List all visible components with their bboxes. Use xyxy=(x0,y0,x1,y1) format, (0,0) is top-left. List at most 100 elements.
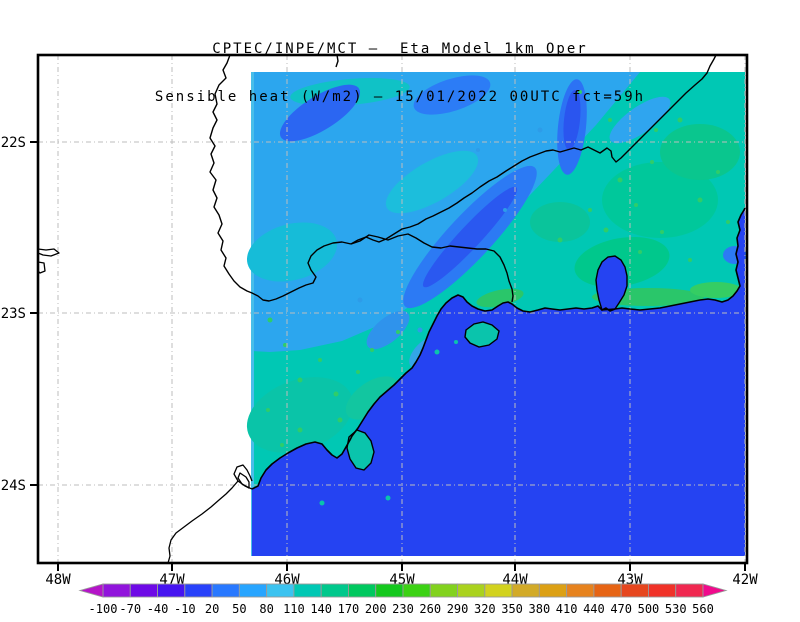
colorbar-segment xyxy=(675,583,704,598)
heat-field-patch xyxy=(279,84,361,142)
heat-field-speckle xyxy=(688,258,692,262)
colorbar-segment xyxy=(266,583,295,598)
colorbar-segment xyxy=(511,583,540,598)
heat-field-speckle xyxy=(677,117,683,123)
colorbar-segment xyxy=(375,583,404,598)
colorbar-label: 320 xyxy=(474,602,496,616)
colorbar-label: 410 xyxy=(556,602,578,616)
colorbar-segment xyxy=(320,583,349,598)
plot-title: CPTEC/INPE/MCT – Eta Model 1km Oper xyxy=(212,41,588,57)
colorbar-label: 140 xyxy=(310,602,332,616)
lat-tick-label: 24S xyxy=(1,478,26,494)
colorbar-label: 170 xyxy=(338,602,360,616)
colorbar-label: -40 xyxy=(147,602,169,616)
colorbar-segment xyxy=(457,583,486,598)
heat-field-speckle xyxy=(356,370,360,374)
heat-field-speckle xyxy=(318,358,322,362)
heat-field-speckle xyxy=(267,317,273,323)
heat-field-patch xyxy=(660,124,740,180)
heat-field-speckle xyxy=(337,417,343,423)
islet-dot xyxy=(319,500,325,506)
heat-field-patch xyxy=(385,150,479,214)
heat-field-speckle xyxy=(603,227,609,233)
heat-field-patch xyxy=(563,90,581,150)
heat-field-patch xyxy=(366,310,410,350)
colorbar-segment xyxy=(293,583,322,598)
colorbar-label: -70 xyxy=(119,602,141,616)
lat-tick-label: 23S xyxy=(1,306,26,322)
heat-field-speckle xyxy=(537,127,543,133)
heat-field-speckle xyxy=(503,208,507,212)
colorbar-segment xyxy=(429,583,458,598)
heat-field-speckle xyxy=(697,197,703,203)
colorbar-segment xyxy=(157,583,186,598)
plot-subtitle: Sensible heat (W/m2) – 15/01/2022 00UTC … xyxy=(154,89,646,105)
heat-field-speckle xyxy=(578,90,582,94)
heat-field-speckle xyxy=(357,297,363,303)
heat-field-speckle xyxy=(660,230,664,234)
colorbar-segment xyxy=(102,583,131,598)
heat-field-speckle xyxy=(588,208,592,212)
colorbar-label: 50 xyxy=(232,602,246,616)
heat-field-speckle xyxy=(726,220,730,224)
colorbar-segment xyxy=(538,583,568,598)
heat-field-speckle xyxy=(617,177,623,183)
colorbar-label: 440 xyxy=(583,602,605,616)
heat-field-speckle xyxy=(634,203,638,207)
colorbar-label: 500 xyxy=(638,602,660,616)
colorbar-segment xyxy=(593,583,622,598)
heat-field-patch xyxy=(246,222,338,282)
colorbar-label: -100 xyxy=(89,602,118,616)
colorbar-segment xyxy=(566,583,595,598)
heat-field-patch xyxy=(476,288,524,308)
heat-field-speckle xyxy=(266,408,270,412)
lat-tick-label: 22S xyxy=(1,135,26,151)
heat-field-speckle xyxy=(557,237,563,243)
heat-field-patch xyxy=(690,282,742,298)
heat-field-speckle xyxy=(280,443,284,447)
coastline-detail xyxy=(167,480,239,564)
state-border-line xyxy=(209,54,352,302)
colorbar-label: 230 xyxy=(392,602,414,616)
coastline-path xyxy=(251,207,746,490)
heat-field-speckle xyxy=(396,330,400,334)
colorbar-segment xyxy=(211,583,240,598)
colorbar-label: 560 xyxy=(692,602,714,616)
colorbar-label: 290 xyxy=(447,602,469,616)
heat-field-speckle xyxy=(608,118,612,122)
lon-tick-label: 42W xyxy=(732,572,758,588)
colorbar-label: -10 xyxy=(174,602,196,616)
colorbar-segment xyxy=(184,583,213,598)
coastline-detail xyxy=(37,261,46,274)
heat-field-patch xyxy=(345,376,399,420)
heat-field-speckle xyxy=(638,250,642,254)
heat-field-speckle xyxy=(283,343,287,347)
colorbar-label: 80 xyxy=(259,602,273,616)
colorbar-segment xyxy=(648,583,677,598)
state-border-line xyxy=(350,54,717,245)
colorbar-segment xyxy=(402,583,431,598)
heat-field-speckle xyxy=(654,128,658,132)
colorbar-label: 530 xyxy=(665,602,687,616)
ocean-fill xyxy=(252,208,745,556)
heat-field-speckle xyxy=(370,348,374,352)
coastline-detail xyxy=(237,472,250,489)
guanabara-bay xyxy=(595,255,628,311)
heat-field-speckle xyxy=(333,391,339,397)
colorbar-label: 380 xyxy=(529,602,551,616)
colorbar-label: 350 xyxy=(501,602,523,616)
heat-field-patch xyxy=(530,202,590,242)
heat-field-speckle xyxy=(417,327,423,333)
colorbar-segment xyxy=(238,583,268,598)
colorbar-label: 110 xyxy=(283,602,305,616)
heat-field-patch xyxy=(422,186,518,288)
island xyxy=(464,321,500,348)
islet-dot xyxy=(434,349,440,355)
state-border-line xyxy=(350,233,514,303)
colorbar-label: 200 xyxy=(365,602,387,616)
heat-field-patch xyxy=(413,75,491,115)
heat-field-speckle xyxy=(716,170,720,174)
islet-dot xyxy=(385,495,391,501)
coastline-detail xyxy=(37,248,60,257)
